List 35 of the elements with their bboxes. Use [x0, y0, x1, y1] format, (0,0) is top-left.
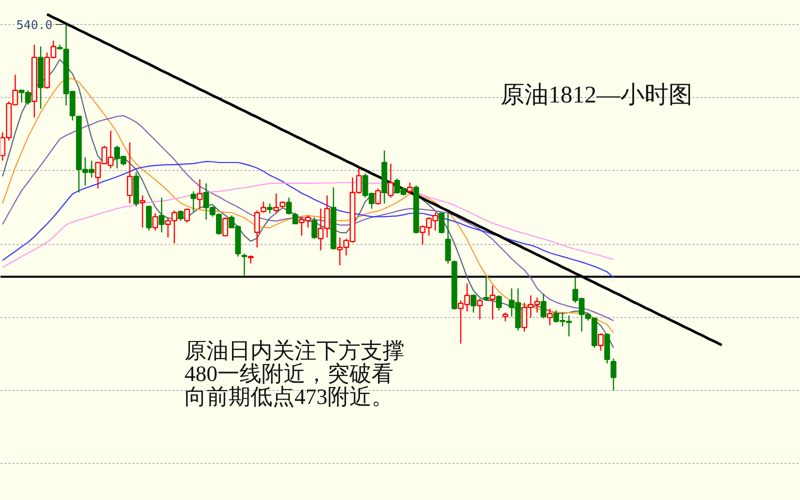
- annotation: 原油日内关注下方支撑480一线附近，突破看向前期低点473附近。: [184, 338, 404, 409]
- candlestick: [178, 210, 184, 222]
- candlestick: [286, 197, 292, 216]
- candlestick: [126, 142, 133, 204]
- candlestick: [158, 197, 165, 233]
- candlestick: [546, 308, 553, 326]
- candlestick: [375, 188, 381, 206]
- candlestick: [610, 358, 616, 392]
- candlestick: [196, 178, 203, 210]
- candlestick: [406, 182, 413, 194]
- candlestick: [438, 212, 445, 234]
- candlestick: [496, 294, 502, 311]
- candlestick: [483, 276, 490, 302]
- candlestick: [254, 210, 260, 248]
- candlestick: [445, 212, 451, 264]
- candlestick: [273, 193, 280, 214]
- candlestick: [140, 194, 146, 228]
- candlestick: [292, 212, 298, 224]
- annotation: 540.0: [16, 18, 52, 32]
- candlestick: [190, 190, 196, 212]
- candlestick: [266, 202, 273, 214]
- candlestick: [184, 208, 190, 224]
- candlestick: [146, 205, 152, 232]
- candlestick: [388, 162, 394, 198]
- candlestick: [152, 212, 158, 232]
- candlestick: [222, 216, 228, 238]
- candlestick: [470, 294, 476, 314]
- text: 原油1812—小时图: [500, 82, 692, 108]
- candlestick: [311, 216, 318, 240]
- candlestick: [260, 201, 266, 214]
- candlestick: [598, 332, 604, 352]
- candlestick: [540, 292, 546, 320]
- candlestick: [490, 284, 496, 320]
- candlestick: [476, 298, 483, 320]
- candlestick: [241, 253, 248, 276]
